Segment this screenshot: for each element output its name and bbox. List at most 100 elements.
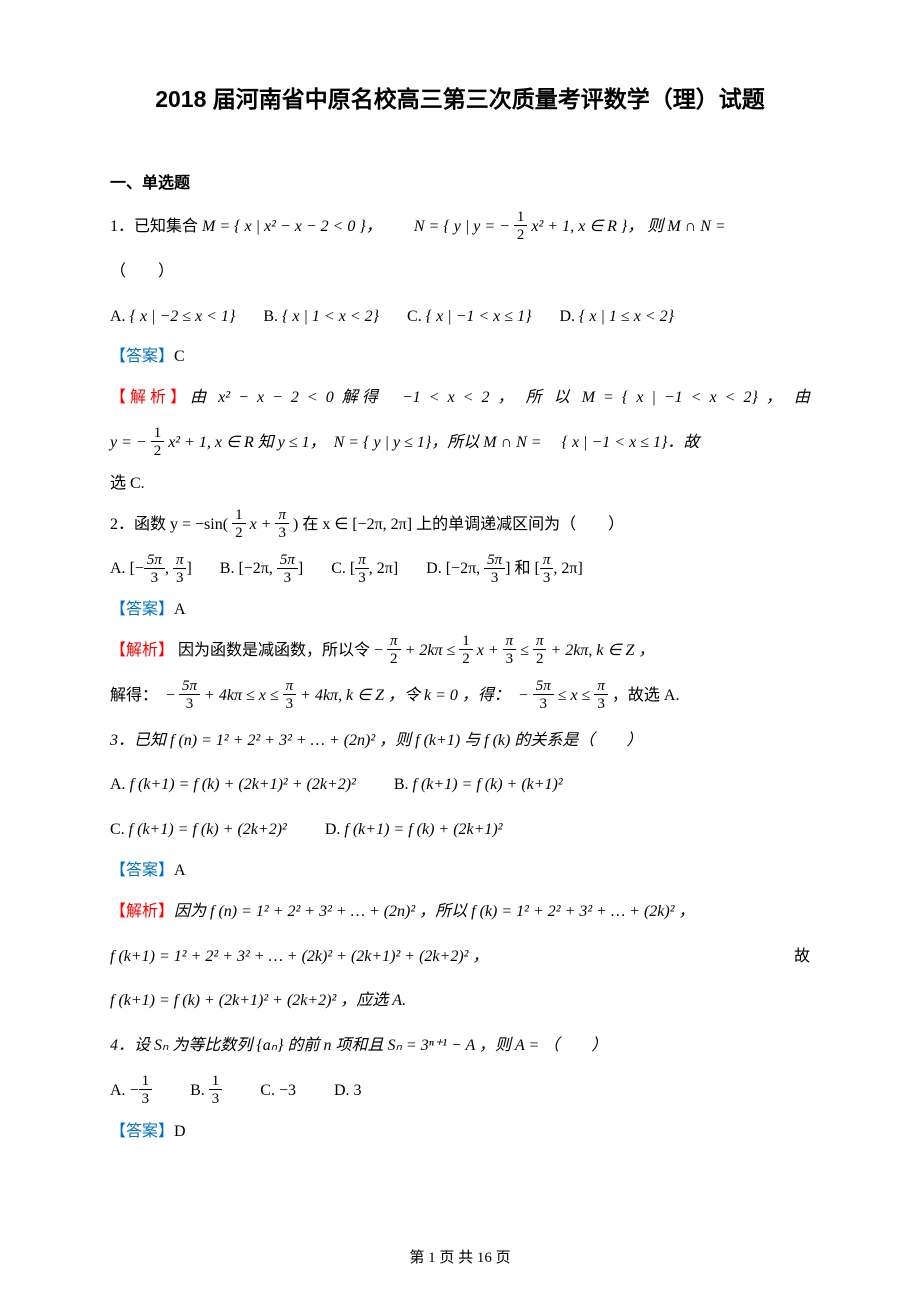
opt-d: { x | 1 ≤ x < 2} xyxy=(579,308,674,325)
opt-c-label: C. xyxy=(110,821,125,838)
q4-answer: 【答案】D xyxy=(110,1114,810,1151)
q2-ana1d: ≤ xyxy=(520,642,533,659)
q2-a: 2．函数 y = −sin( xyxy=(110,516,228,533)
opt-c: { x | −1 < x ≤ 1} xyxy=(426,308,532,325)
frac-num: 5π xyxy=(179,679,200,695)
frac-num: 1 xyxy=(139,1074,153,1090)
q1-stem: 1．已知集合 M = { x | x² − x − 2 < 0 }， N = {… xyxy=(110,205,810,250)
q2-options: A. [−5π3, π3] B. [−2π, 5π3] C. [π3, 2π] … xyxy=(110,547,810,592)
q2-answer: 【答案】A xyxy=(110,592,810,629)
q2-a-mid: , xyxy=(165,560,173,577)
frac-den: 2 xyxy=(151,442,165,460)
q2-a-close: ] xyxy=(186,560,191,577)
frac-num: 1 xyxy=(232,508,246,524)
q4-stem-text: 4．设 Sₙ 为等比数列 {aₙ} 的前 n 项和且 Sₙ = 3ⁿ⁺¹ − A… xyxy=(110,1037,607,1054)
frac-den: 3 xyxy=(139,1090,153,1108)
q2-d-mid: ] 和 [ xyxy=(505,560,540,577)
frac-num: π xyxy=(503,634,517,650)
q3-ana3: f (k+1) = f (k) + (2k+1)² + (2k+2)² ，应选 … xyxy=(110,979,810,1024)
opt-a-label: A. xyxy=(110,776,126,793)
q3-stem: 3．已知 f (n) = 1² + 2² + 3² + … + (2n)² ，则… xyxy=(110,719,810,764)
q1-options: A. { x | −2 ≤ x < 1} B. { x | 1 < x < 2}… xyxy=(110,295,810,340)
answer-label: 【答案】 xyxy=(110,1123,174,1140)
q4-d: 3 xyxy=(354,1082,362,1099)
opt-c-label: C. xyxy=(260,1082,275,1099)
opt-b: { x | 1 < x < 2} xyxy=(282,308,379,325)
q2-ana2a: 解得： − xyxy=(110,687,175,704)
frac-den: 3 xyxy=(533,695,554,713)
opt-a-label: A. xyxy=(110,308,126,325)
q2-ana1b: + 2kπ ≤ xyxy=(405,642,460,659)
frac-den: 2 xyxy=(514,226,528,244)
opt-b-label: B. xyxy=(263,308,278,325)
frac-num: 1 xyxy=(459,634,473,650)
frac-num: 1 xyxy=(151,426,165,442)
q2-ana1e: + 2kπ, k ∈ Z ， xyxy=(550,642,654,659)
q3-options-cd: C. f (k+1) = f (k) + (2k+2)² D. f (k+1) … xyxy=(110,808,810,853)
q2-ana2c: + 4kπ, k ∈ Z ，令 k = 0 ，得： − xyxy=(300,687,529,704)
frac-num: 1 xyxy=(209,1074,223,1090)
q1-tail: 则 M ∩ N = xyxy=(647,218,725,235)
q2-c-mid: , 2π] xyxy=(369,560,398,577)
q1-paren: （ ） xyxy=(110,250,810,295)
q3-c: f (k+1) = f (k) + (2k+2)² xyxy=(129,821,287,838)
opt-a-label: A. xyxy=(110,1082,126,1099)
page-title: 2018 届河南省中原名校高三第三次质量考评数学（理）试题 xyxy=(110,80,810,114)
frac-num: 5π xyxy=(144,553,165,569)
opt-a: { x | −2 ≤ x < 1} xyxy=(130,308,236,325)
frac-den: 3 xyxy=(283,695,297,713)
q2-d-close: , 2π] xyxy=(553,560,582,577)
q2-a-open: [− xyxy=(130,560,144,577)
analysis-label: 【解析】 xyxy=(110,903,174,920)
frac-den: 3 xyxy=(355,569,369,587)
frac-num: π xyxy=(594,679,608,695)
q3-ana2: f (k+1) = 1² + 2² + 3² + … + (2k)² + (2k… xyxy=(110,935,810,980)
q2-d-open: [−2π, xyxy=(446,560,484,577)
q3-ana3-text: f (k+1) = f (k) + (2k+1)² + (2k+2)² ，应选 … xyxy=(110,992,406,1009)
q3-answer: 【答案】A xyxy=(110,853,810,890)
q2-ana2e: ，故选 A. xyxy=(612,687,680,704)
analysis-label: 【解析】 xyxy=(110,642,174,659)
q2-b: x + xyxy=(250,516,276,533)
q4-options: A. −13 B. 13 C. −3 D. 3 xyxy=(110,1069,810,1114)
section-heading: 一、单选题 xyxy=(110,169,810,193)
frac-den: 2 xyxy=(533,650,547,668)
q2-ana1: 【解析】 因为函数是减函数，所以令 − π2 + 2kπ ≤ 12 x + π3… xyxy=(110,629,810,674)
q1-answer: 【答案】C xyxy=(110,339,810,376)
opt-d-label: D. xyxy=(334,1082,350,1099)
q1-ana2b: x² + 1, x ∈ R 知 y ≤ 1， N = { y | y ≤ 1}，… xyxy=(168,434,699,451)
answer-value: C xyxy=(174,348,185,365)
opt-d-label: D. xyxy=(325,821,341,838)
answer-value: D xyxy=(174,1123,186,1140)
q3-ana1: 【解析】因为 f (n) = 1² + 2² + 3² + … + (2n)² … xyxy=(110,890,810,935)
frac-den: 2 xyxy=(459,650,473,668)
opt-d-label: D. xyxy=(559,308,575,325)
frac-den: 2 xyxy=(387,650,401,668)
q3-stem-text: 3．已知 f (n) = 1² + 2² + 3² + … + (2n)² ，则… xyxy=(110,732,642,749)
q1-set-m: M = { x | x² − x − 2 < 0 }， xyxy=(202,218,382,235)
q1-analysis-2: y = − 12 x² + 1, x ∈ R 知 y ≤ 1， N = { y … xyxy=(110,421,810,466)
q4-stem: 4．设 Sₙ 为等比数列 {aₙ} 的前 n 项和且 Sₙ = 3ⁿ⁺¹ − A… xyxy=(110,1024,810,1069)
q2-b-open: [−2π, xyxy=(238,560,276,577)
frac-num: π xyxy=(283,679,297,695)
frac-den: 3 xyxy=(179,695,200,713)
frac-den: 3 xyxy=(484,569,505,587)
q2-ana2d: ≤ x ≤ xyxy=(558,687,595,704)
q1-set-n-suffix: x² + 1, x ∈ R }， xyxy=(531,218,643,235)
frac-num: 5π xyxy=(484,553,505,569)
q2-b-close: ] xyxy=(298,560,303,577)
frac-den: 3 xyxy=(209,1090,223,1108)
frac-num: π xyxy=(533,634,547,650)
opt-a-label: A. xyxy=(110,560,126,577)
frac-den: 3 xyxy=(503,650,517,668)
answer-label: 【答案】 xyxy=(110,862,174,879)
opt-b-label: B. xyxy=(220,560,235,577)
q4-a-txt: − xyxy=(130,1082,139,1099)
frac-num: 5π xyxy=(533,679,554,695)
answer-label: 【答案】 xyxy=(110,601,174,618)
frac-den: 3 xyxy=(173,569,187,587)
q2-ana1c: x + xyxy=(477,642,503,659)
frac-num: 1 xyxy=(514,210,528,226)
q3-d: f (k+1) = f (k) + (2k+1)² xyxy=(344,821,502,838)
q2-ana2b: + 4kπ ≤ x ≤ xyxy=(204,687,283,704)
